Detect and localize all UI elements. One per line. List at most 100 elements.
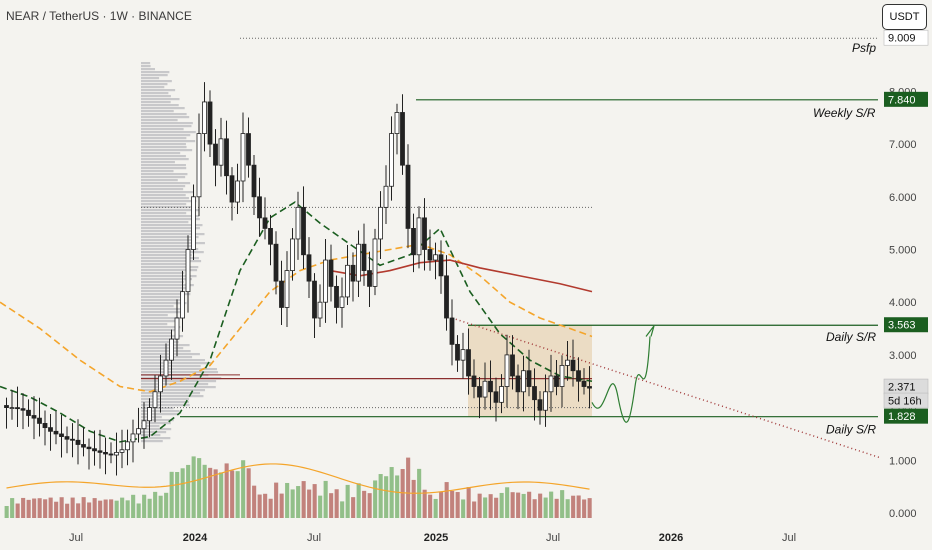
- profile-bar: [141, 116, 190, 119]
- volume-bar: [197, 458, 202, 518]
- profile-bar: [141, 143, 186, 146]
- candle-body: [235, 180, 240, 203]
- volume-bar: [571, 495, 576, 518]
- volume-bar: [334, 489, 339, 518]
- volume-bars: [4, 456, 592, 518]
- volume-bar: [477, 493, 482, 518]
- candle-body: [147, 407, 152, 422]
- profile-bar: [141, 218, 200, 221]
- candle-body: [20, 408, 26, 411]
- candle-body: [559, 365, 565, 387]
- candle-body: [257, 196, 262, 219]
- projection-arrowhead: [645, 325, 655, 337]
- volume-bar: [290, 489, 295, 518]
- volume-bar: [158, 495, 163, 518]
- volume-bar: [411, 479, 416, 518]
- candle-body: [224, 138, 229, 177]
- candle-body: [86, 446, 92, 450]
- volume-bar: [10, 498, 15, 518]
- profile-bar: [141, 128, 184, 131]
- candle-body: [92, 448, 97, 452]
- volume-bar: [450, 490, 455, 518]
- candle-body: [378, 206, 383, 240]
- chart-annotation: Psfp: [852, 41, 876, 55]
- profile-bar: [141, 212, 187, 215]
- candle-body: [31, 415, 37, 419]
- candle-body: [554, 375, 559, 387]
- profile-bar: [141, 437, 171, 440]
- profile-bar: [141, 131, 196, 134]
- profile-bar: [141, 413, 179, 416]
- volume-bar: [208, 467, 213, 518]
- profile-bar: [141, 80, 172, 83]
- volume-bar: [54, 501, 59, 518]
- candle-body: [345, 264, 350, 298]
- volume-bar: [186, 464, 191, 518]
- candle-body: [449, 317, 455, 345]
- candle-body: [125, 441, 130, 451]
- volume-bar: [274, 482, 279, 518]
- profile-bar: [141, 239, 197, 242]
- price-badge: [884, 317, 928, 333]
- volume-bar: [246, 468, 251, 518]
- volume-bar: [400, 469, 405, 518]
- volume-bar: [532, 499, 537, 518]
- volume-bar: [230, 470, 235, 518]
- candle-body: [427, 249, 433, 261]
- volume-bar: [301, 481, 306, 518]
- currency-button[interactable]: USDT: [882, 4, 927, 30]
- volume-bar: [87, 502, 92, 518]
- profile-bar: [141, 326, 181, 329]
- volume-bar: [32, 498, 37, 518]
- candlesticks: [4, 82, 592, 476]
- volume-bar: [180, 468, 185, 518]
- candle-body: [26, 409, 31, 416]
- candle-body: [460, 349, 466, 361]
- candle-body: [185, 249, 191, 293]
- profile-bar: [141, 347, 184, 350]
- candle-body: [196, 133, 202, 198]
- candle-body: [455, 343, 460, 361]
- profile-bar: [141, 389, 206, 392]
- volume-bar: [21, 497, 26, 518]
- candle-body: [284, 270, 290, 308]
- profile-bar: [141, 260, 202, 263]
- candle-body: [372, 238, 378, 287]
- candle-body: [565, 359, 570, 366]
- price-badge-label: 3.563: [888, 320, 916, 332]
- volume-bar: [241, 460, 246, 518]
- volume-bar: [560, 490, 565, 518]
- ema-orange-line: [0, 243, 593, 393]
- profile-bar: [141, 284, 194, 287]
- profile-bar: [141, 155, 186, 158]
- profile-bar: [141, 404, 190, 407]
- x-tick-label: Jul: [546, 532, 560, 544]
- x-tick-label: 2024: [183, 532, 208, 544]
- candle-body: [64, 436, 70, 440]
- candle-body: [482, 380, 488, 398]
- candle-body: [202, 101, 207, 134]
- annotations: Psfp Weekly S/R Daily S/R Daily S/R: [813, 41, 876, 436]
- profile-bar: [141, 230, 193, 233]
- volume-bar: [43, 499, 48, 518]
- candle-body: [15, 407, 20, 410]
- candle-body: [537, 399, 543, 411]
- candle-body: [169, 338, 174, 361]
- profile-bar: [141, 251, 204, 254]
- candle-body: [273, 243, 279, 282]
- volume-bar: [378, 474, 383, 518]
- volume-bar: [164, 492, 169, 518]
- candle-body: [213, 143, 218, 166]
- volume-bar: [576, 495, 581, 518]
- volume-bar: [384, 476, 389, 518]
- volume-bar: [329, 493, 334, 518]
- volume-bar: [191, 456, 196, 518]
- profile-bar: [141, 119, 178, 122]
- profile-bar: [141, 299, 182, 302]
- y-tick-label: 5.000: [889, 245, 917, 257]
- candle-body: [130, 433, 136, 443]
- profile-bar: [141, 293, 191, 296]
- candle-body: [4, 405, 9, 409]
- y-tick-label: 4.000: [889, 297, 917, 309]
